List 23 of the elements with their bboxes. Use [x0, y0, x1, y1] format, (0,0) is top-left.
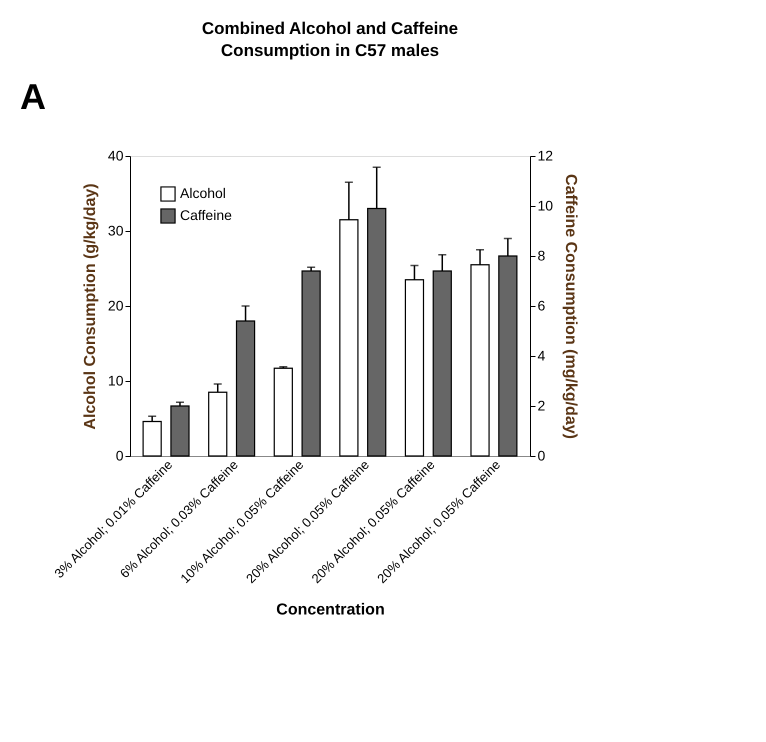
- y2-axis-title: Caffeine Consumption (mg/kg/day): [562, 174, 580, 439]
- y2-tick-label: 4: [538, 348, 546, 364]
- y-tick-label: 40: [108, 148, 124, 164]
- y2-tick-label: 10: [538, 198, 554, 214]
- legend-label: Caffeine: [180, 207, 232, 223]
- y-axis-title: Alcohol Consumption (g/kg/day): [82, 183, 99, 430]
- text: A: [20, 76, 46, 117]
- y-tick-label: 0: [116, 448, 124, 464]
- y2-tick-label: 12: [538, 148, 554, 164]
- bar: [301, 270, 321, 457]
- bar: [170, 405, 190, 457]
- y2-tick-label: 0: [538, 448, 546, 464]
- legend-label: Alcohol: [180, 185, 226, 201]
- y2-tick-label: 6: [538, 298, 546, 314]
- chart-title: Combined Alcohol and Caffeine Consumption in C57 males: [202, 19, 458, 60]
- bar: [274, 368, 293, 457]
- y-tick-label: 20: [108, 298, 124, 314]
- y2-tick-label: 8: [538, 248, 546, 264]
- x-axis-title: Concentration: [276, 602, 385, 619]
- y-tick-label: 30: [108, 222, 124, 238]
- y2-tick-label: 2: [538, 398, 546, 414]
- bar: [142, 420, 162, 457]
- y-tick-label: 10: [108, 372, 124, 388]
